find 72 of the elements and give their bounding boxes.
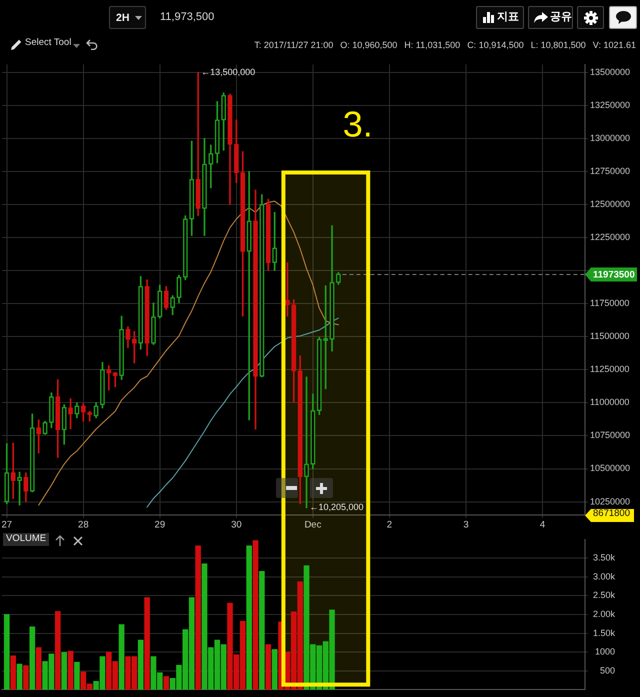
x-tick-label: 27 xyxy=(1,519,12,530)
candlestick xyxy=(189,140,194,236)
x-tick-label: Dec xyxy=(304,519,322,530)
annotation: ←13,500,000 xyxy=(201,66,256,77)
bar xyxy=(16,664,22,690)
band-label: 3. xyxy=(342,103,373,144)
bar xyxy=(259,570,265,690)
bar xyxy=(246,545,252,690)
candlestick xyxy=(4,443,10,504)
bar xyxy=(61,652,68,690)
candlestick xyxy=(316,336,322,415)
bar xyxy=(23,665,29,690)
bar xyxy=(74,662,80,690)
bar xyxy=(10,655,16,690)
text: L: 10,801,500 xyxy=(530,39,586,52)
y-tick-label: 2.50k xyxy=(592,590,616,600)
bar xyxy=(29,626,36,690)
text: H: 11,031,500 xyxy=(404,39,460,52)
bar xyxy=(54,611,61,690)
x-tick-label: 2 xyxy=(386,519,392,530)
ref-line-label: 11973500 xyxy=(593,270,635,281)
share-button: 공유 xyxy=(528,6,573,29)
bar xyxy=(68,650,74,690)
chart-title: VOLUME xyxy=(3,533,50,546)
y-tick-label: 12750000 xyxy=(590,166,630,176)
text: T: 2017/11/27 21:00 xyxy=(254,39,334,52)
candlestick xyxy=(138,276,144,350)
candlestick xyxy=(30,414,35,492)
x-tick-label: 29 xyxy=(154,519,166,530)
y-tick-label: 13500000 xyxy=(590,66,630,77)
text: 11,973,500 xyxy=(160,11,214,24)
bar xyxy=(138,640,144,690)
y-tick-label: 10250000 xyxy=(590,496,630,506)
y-tick-label: 11750000 xyxy=(590,298,630,308)
text: Select Tool xyxy=(25,37,72,49)
indicators-button: 지표 xyxy=(476,6,524,29)
bar xyxy=(4,614,10,690)
y-tick-label: 12250000 xyxy=(590,232,630,242)
x-tick-label: 3 xyxy=(463,519,469,530)
text: V: 1021.61 xyxy=(592,39,636,52)
y-tick-label: 2.00k xyxy=(592,608,616,619)
y-tick-label: 11000000 xyxy=(590,397,630,408)
y-tick-label: 11250000 xyxy=(590,364,630,374)
y-tick-label: 10750000 xyxy=(590,430,630,440)
candlestick xyxy=(214,101,220,164)
y-tick-label: 11500000 xyxy=(590,331,630,342)
y-tick-label: 13000000 xyxy=(590,132,630,143)
x-tick-label: 4 xyxy=(540,519,546,530)
y-tick-label: 1000 xyxy=(594,646,615,657)
bar xyxy=(118,624,124,690)
y-tick-label: 3.00k xyxy=(592,571,616,582)
bar xyxy=(36,647,42,690)
y-tick-label: 500 xyxy=(600,665,615,676)
x-tick-label: 30 xyxy=(231,519,242,530)
interval-dropdown: 2H xyxy=(109,6,146,29)
y-tick-label: 3.50k xyxy=(592,552,616,563)
y-tick-label: 1.50k xyxy=(592,628,616,638)
bar xyxy=(272,649,278,690)
bar xyxy=(163,676,170,690)
text: C: 10,914,500 xyxy=(467,39,524,52)
y-tick-label: 13250000 xyxy=(590,100,630,110)
text: O: 10,960,500 xyxy=(340,39,398,52)
y-tick-label: 10500000 xyxy=(590,463,630,474)
bar xyxy=(265,644,272,690)
x-tick-label: 28 xyxy=(78,519,89,530)
annotation: ←10,205,000 xyxy=(310,502,364,512)
bar xyxy=(144,597,150,690)
bar xyxy=(252,540,258,690)
bar xyxy=(195,545,201,690)
candlestick xyxy=(68,398,73,430)
price-tag: 8671800 xyxy=(585,509,634,522)
y-tick-label: 12500000 xyxy=(590,198,630,209)
